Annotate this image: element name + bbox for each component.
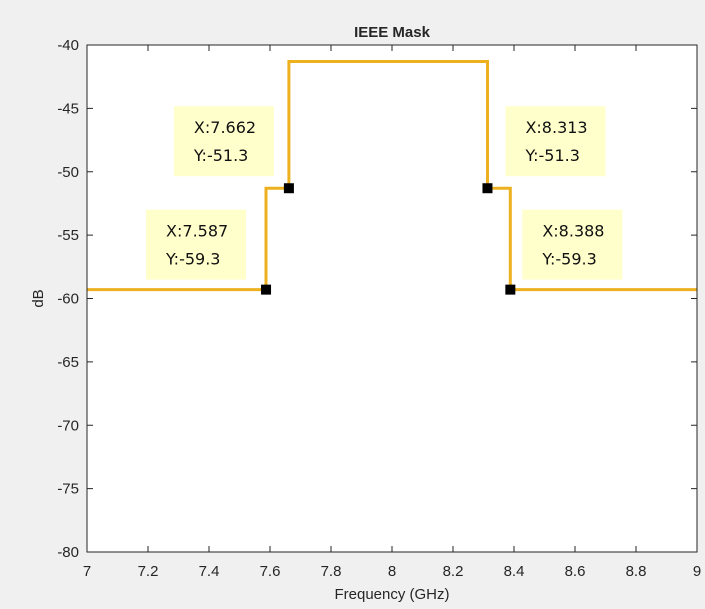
x-axis-title: Frequency (GHz) [334,586,449,603]
x-tick-label: 7.4 [199,563,220,580]
x-tick-label: 9 [693,563,701,580]
x-tick-label: 7.2 [138,563,159,580]
datatip-y-label: Y:-51.3 [193,146,248,165]
y-tick-label: -65 [57,354,79,371]
datatip-marker[interactable] [482,183,493,194]
y-tick-label: -50 [57,164,79,181]
datatip-x-label: X:8.313 [525,118,587,137]
chart-title: IEEE Mask [354,24,431,41]
y-tick-label: -75 [57,481,79,498]
x-tick-label: 8.8 [626,563,647,580]
y-axis-title: dB [30,289,47,307]
datatip[interactable]: X:8.388 Y:-59.3 [505,209,623,295]
datatip-marker[interactable] [283,183,294,194]
mask-line [87,60,697,292]
datatip[interactable]: X:8.313 Y:-51.3 [482,106,606,194]
datatip-x-label: X:8.388 [542,222,604,241]
x-tick-label: 7.8 [321,563,342,580]
datatips-layer: X:7.587 Y:-59.3 X:7.662 Y:-51.3 X:8.313 Y:-51… [146,106,623,295]
datatip-y-label: Y:-51.3 [524,146,579,165]
y-tick-label: -40 [57,37,79,54]
series-layer [87,60,697,292]
x-tick-label: 7 [83,563,91,580]
x-tick-label: 8.6 [565,563,586,580]
y-tick-label: -60 [57,291,79,308]
datatip-box [505,106,606,177]
y-tick-label: -45 [57,100,79,117]
x-tick-label: 7.6 [260,563,281,580]
y-axis: -80 -75 -70 -65 -60 -55 -50 -45 -40 [57,37,697,561]
datatip-box [146,209,247,280]
x-tick-label: 8 [388,563,396,580]
datatip-box [522,209,623,280]
x-axis: 7 7.2 7.4 7.6 7.8 8 8.2 8.4 8.6 8.8 9 [83,45,701,580]
datatip-box [173,106,274,177]
datatip[interactable]: X:7.587 Y:-59.3 [146,209,272,295]
datatip-y-label: Y:-59.3 [165,250,220,269]
y-tick-label: -80 [57,544,79,561]
datatip-marker[interactable] [261,284,272,295]
datatip-x-label: X:7.587 [166,222,228,241]
datatip[interactable]: X:7.662 Y:-51.3 [173,106,294,194]
x-tick-label: 8.4 [504,563,525,580]
datatip-y-label: Y:-59.3 [541,250,596,269]
datatip-marker[interactable] [505,284,516,295]
y-tick-label: -55 [57,227,79,244]
datatip-x-label: X:7.662 [194,118,256,137]
x-tick-label: 8.2 [443,563,464,580]
y-tick-label: -70 [57,417,79,434]
